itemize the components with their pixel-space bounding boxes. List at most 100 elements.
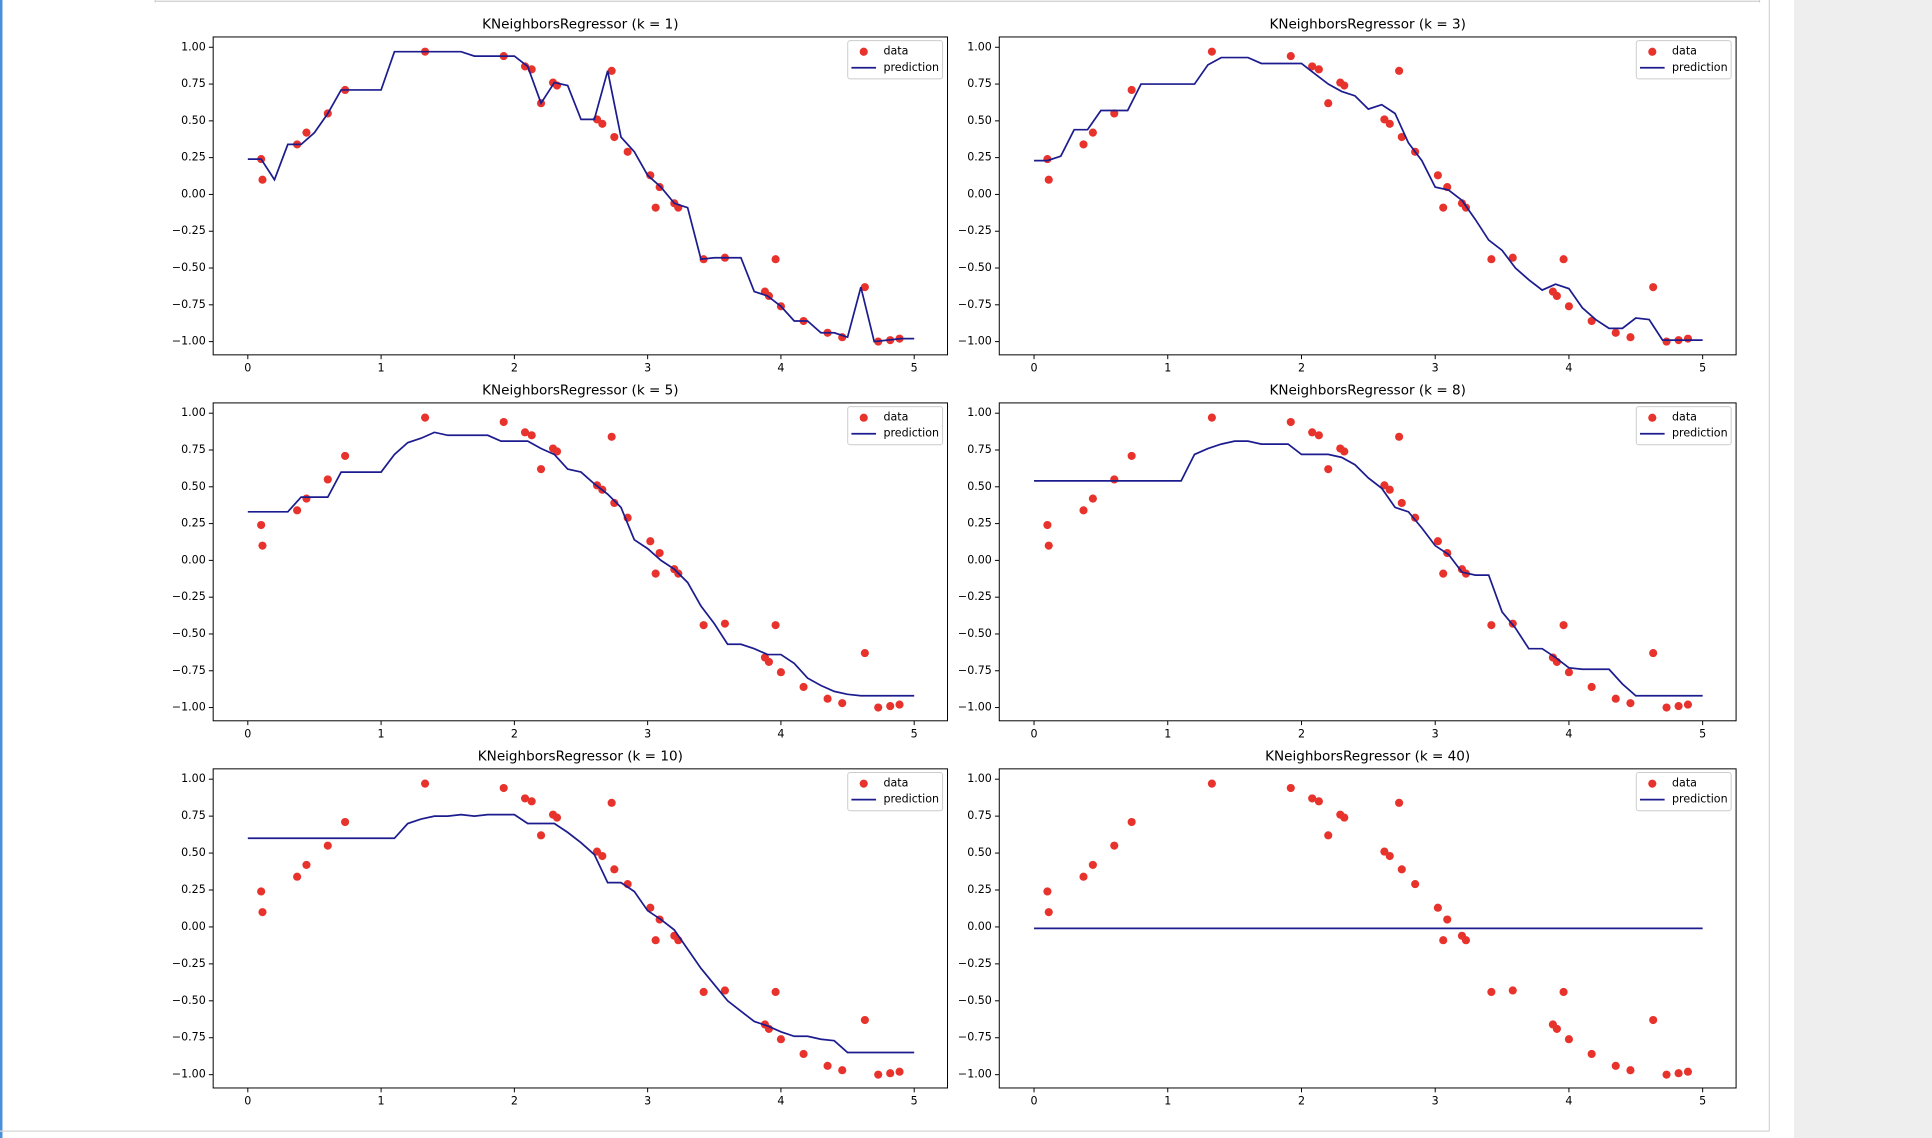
y-tick-label: 1.00	[967, 40, 992, 53]
data-point	[1433, 537, 1442, 546]
y-tick-label: −0.75	[172, 664, 206, 677]
data-point	[421, 779, 430, 788]
data-point	[699, 987, 708, 997]
axes-frame	[998, 36, 1737, 356]
data-point	[1564, 302, 1573, 311]
y-tick-label: 0.25	[967, 517, 992, 530]
legend-label: data	[1672, 777, 1697, 790]
data-point	[293, 872, 302, 881]
data-point	[1433, 171, 1442, 180]
y-tick-label: 0.25	[967, 151, 992, 164]
data-point	[1380, 481, 1389, 490]
y-tick-label: 0.50	[181, 846, 206, 859]
legend-marker	[859, 413, 868, 422]
y-tick-label: −1.00	[172, 1068, 206, 1081]
x-tick-label: 1	[1164, 361, 1171, 374]
data-point	[598, 851, 607, 861]
data-point	[1552, 291, 1561, 301]
legend-label: prediction	[883, 427, 939, 440]
plot-area	[247, 47, 915, 346]
axes-frame	[212, 36, 949, 356]
data-point	[1662, 1070, 1671, 1079]
data-point	[607, 432, 616, 441]
data-point	[1043, 520, 1052, 530]
data-point	[527, 431, 536, 440]
data-point	[874, 1070, 883, 1079]
x-tick-label: 5	[911, 361, 918, 374]
y-tick-label: −0.75	[958, 1031, 992, 1044]
subplot: KNeighborsRegressor (k = 10) 0 1 2 3 4 5 1.00 0.…	[172, 749, 949, 1108]
data-point	[293, 506, 302, 515]
cell-border	[0, 0, 3, 1138]
data-point	[1340, 813, 1349, 822]
data-point	[520, 62, 530, 71]
data-point	[302, 860, 311, 869]
data-point	[1286, 52, 1295, 61]
subplot: KNeighborsRegressor (k = 40) 0 1 2 3 4 5 1.00 0.…	[958, 749, 1737, 1108]
y-tick-label: 0.50	[967, 846, 992, 859]
data-point	[895, 1067, 904, 1076]
data-point	[302, 494, 311, 503]
data-point	[1611, 328, 1620, 337]
x-tick-label: 5	[911, 727, 918, 740]
subplot: KNeighborsRegressor (k = 5) 0 1 2 3 4 5 1.00 0.7…	[172, 383, 949, 740]
data-point	[1626, 333, 1635, 342]
data-point	[1439, 936, 1448, 945]
data-point	[1683, 1067, 1693, 1076]
data-point	[323, 475, 332, 484]
legend-marker	[1648, 47, 1657, 56]
data-point	[302, 128, 311, 137]
x-tick-label: 2	[1298, 361, 1305, 374]
data-point	[1564, 1035, 1573, 1044]
data-point	[1611, 1061, 1620, 1070]
data-point	[1127, 85, 1136, 95]
legend-marker	[859, 779, 868, 788]
data-point	[1487, 255, 1496, 264]
axes-frame	[212, 768, 949, 1089]
plot-area	[1034, 413, 1703, 712]
data-point	[1433, 903, 1442, 912]
data-point	[1308, 794, 1317, 803]
data-point	[838, 699, 847, 708]
data-point	[720, 619, 730, 628]
x-tick-label: 3	[1432, 1095, 1439, 1108]
x-tick-label: 3	[644, 727, 651, 740]
x-tick-label: 4	[777, 727, 784, 740]
data-point	[860, 649, 869, 658]
y-tick-label: −0.50	[172, 994, 206, 1007]
data-point	[258, 175, 267, 184]
y-tick-label: 0.00	[181, 553, 206, 566]
data-point	[1314, 797, 1323, 806]
y-tick-label: −0.75	[172, 298, 206, 311]
data-point	[799, 1049, 808, 1059]
y-tick-label: 0.75	[181, 443, 206, 456]
legend-label: prediction	[883, 61, 939, 74]
data-point	[1587, 316, 1596, 326]
y-tick-label: 1.00	[181, 406, 206, 419]
data-point	[1110, 475, 1119, 484]
x-tick-label: 1	[1164, 727, 1171, 740]
y-tick-label: −0.50	[172, 627, 206, 640]
data-point	[1559, 621, 1568, 630]
x-tick-label: 0	[244, 361, 251, 374]
data-point	[1411, 880, 1420, 889]
data-point	[823, 1061, 832, 1070]
x-tick-label: 2	[511, 727, 518, 740]
side-panel	[1793, 0, 1932, 1138]
x-tick-label: 4	[1565, 361, 1572, 374]
x-tick-label: 3	[1432, 727, 1439, 740]
data-point	[764, 657, 773, 666]
data-point	[771, 621, 780, 630]
legend-marker	[1648, 779, 1657, 788]
prediction-line	[247, 813, 915, 1054]
x-tick-label: 0	[1031, 1095, 1038, 1108]
data-point	[1043, 887, 1052, 896]
data-point	[1079, 872, 1088, 881]
data-point	[1552, 1024, 1561, 1033]
data-point	[1044, 541, 1053, 550]
legend: data prediction	[1635, 40, 1732, 80]
y-tick-label: 1.00	[967, 406, 992, 419]
data-point	[1079, 140, 1088, 149]
y-tick-label: 0.00	[181, 187, 206, 200]
